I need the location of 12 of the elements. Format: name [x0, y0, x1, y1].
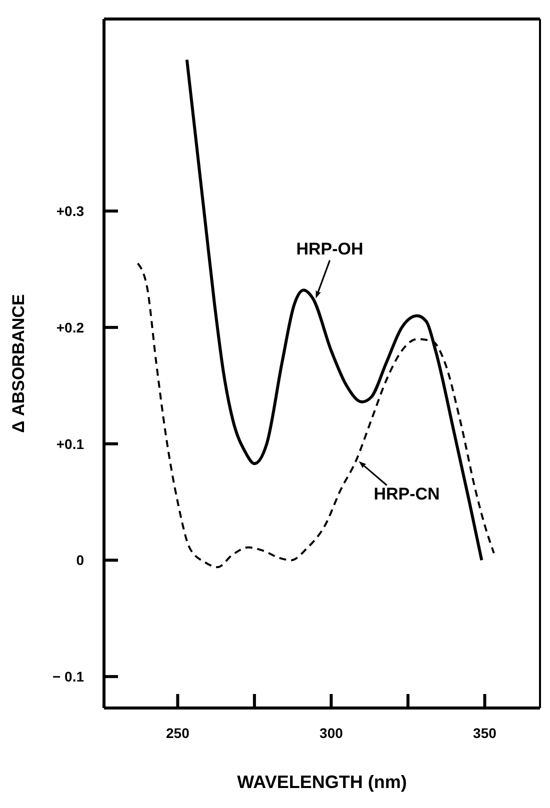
- x-tick-label: 350: [473, 724, 497, 741]
- y-tick-label: +0.2: [56, 319, 84, 336]
- y-tick-label: +0.3: [56, 203, 84, 220]
- y-tick-label: − 0.1: [52, 668, 84, 685]
- y-tick-label: +0.1: [56, 436, 84, 452]
- x-tick-label: 300: [320, 724, 344, 741]
- y-axis-title: Δ ABSORBANCE: [9, 294, 28, 433]
- x-axis-title: WAVELENGTH (nm): [237, 772, 407, 792]
- legend-label: HRP-CN: [374, 484, 440, 504]
- x-tick-label: 250: [166, 724, 190, 741]
- y-tick-label: 0: [76, 552, 84, 568]
- series-label: HRP-OH: [296, 239, 364, 258]
